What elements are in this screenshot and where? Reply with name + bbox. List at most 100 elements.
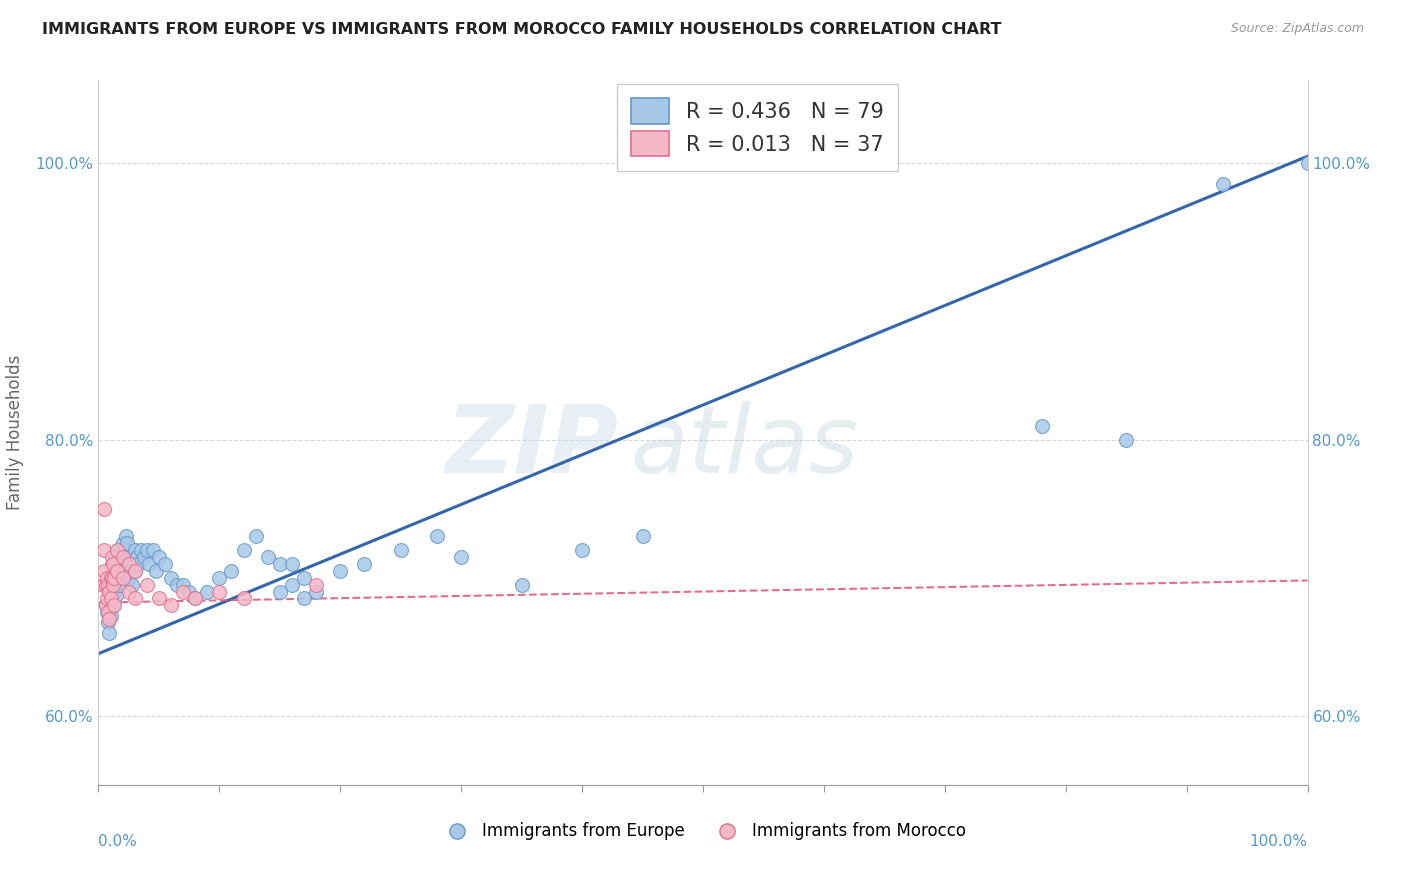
Point: [103, 584, 125, 599]
Point: [142, 543, 165, 558]
Point: [96, 591, 118, 606]
Point: [1296, 156, 1319, 170]
Point: [124, 564, 146, 578]
Point: [195, 584, 218, 599]
Point: [153, 557, 176, 571]
Point: [221, 564, 243, 578]
Point: [91, 577, 114, 591]
Point: [135, 577, 157, 591]
Point: [93, 577, 115, 591]
Point: [127, 549, 149, 564]
Point: [100, 571, 122, 585]
Point: [208, 571, 231, 585]
Point: [97, 615, 120, 629]
Point: [269, 584, 291, 599]
Point: [107, 564, 129, 578]
Point: [145, 564, 167, 578]
Point: [571, 543, 593, 558]
Point: [172, 577, 194, 591]
Y-axis label: Family Households: Family Households: [7, 355, 24, 510]
Point: [100, 591, 122, 606]
Point: [166, 577, 188, 591]
Point: [111, 536, 134, 550]
Point: [934, 874, 956, 888]
Point: [1031, 418, 1053, 433]
Point: [120, 564, 142, 578]
Text: 0.0%: 0.0%: [98, 834, 138, 849]
Point: [232, 543, 254, 558]
Point: [160, 571, 183, 585]
Point: [115, 529, 138, 543]
Point: [97, 605, 120, 619]
Point: [329, 564, 352, 578]
Point: [134, 549, 156, 564]
Point: [103, 571, 125, 585]
Point: [110, 557, 132, 571]
Point: [172, 584, 194, 599]
Point: [117, 536, 139, 550]
Point: [118, 557, 141, 571]
Point: [124, 591, 146, 606]
Point: [135, 543, 157, 558]
Point: [121, 577, 143, 591]
Point: [353, 557, 375, 571]
Point: [631, 529, 654, 543]
Point: [184, 591, 207, 606]
Point: [105, 587, 128, 601]
Point: [111, 554, 134, 568]
Point: [118, 557, 141, 571]
Point: [101, 577, 124, 591]
Point: [104, 549, 127, 564]
Point: [93, 564, 115, 578]
Point: [103, 599, 125, 613]
Point: [426, 529, 449, 543]
Point: [148, 549, 170, 564]
Point: [292, 591, 315, 606]
Point: [101, 599, 124, 613]
Point: [389, 543, 412, 558]
Point: [105, 571, 128, 585]
Point: [305, 577, 328, 591]
Text: 100.0%: 100.0%: [1250, 834, 1308, 849]
Point: [108, 549, 131, 564]
Point: [112, 564, 135, 578]
Point: [148, 591, 170, 606]
Point: [98, 584, 121, 599]
Point: [124, 543, 146, 558]
Point: [93, 543, 115, 558]
Point: [96, 605, 118, 619]
Point: [93, 501, 115, 516]
Point: [118, 571, 141, 585]
Point: [100, 591, 122, 606]
Point: [111, 571, 134, 585]
Point: [129, 543, 152, 558]
Point: [100, 571, 122, 585]
Text: IMMIGRANTS FROM EUROPE VS IMMIGRANTS FROM MOROCCO FAMILY HOUSEHOLDS CORRELATION : IMMIGRANTS FROM EUROPE VS IMMIGRANTS FRO…: [42, 22, 1001, 37]
Point: [160, 599, 183, 613]
Point: [100, 571, 122, 585]
Point: [118, 549, 141, 564]
Point: [105, 543, 128, 558]
Point: [450, 549, 472, 564]
Point: [101, 557, 124, 571]
Text: ZIP: ZIP: [446, 401, 619, 492]
Point: [281, 557, 304, 571]
Point: [179, 584, 201, 599]
Point: [232, 591, 254, 606]
Point: [107, 543, 129, 558]
Point: [184, 591, 207, 606]
Point: [108, 571, 131, 585]
Point: [281, 577, 304, 591]
Point: [105, 564, 128, 578]
Text: Source: ZipAtlas.com: Source: ZipAtlas.com: [1230, 22, 1364, 36]
Point: [305, 584, 328, 599]
Point: [100, 549, 122, 564]
Point: [1115, 433, 1137, 447]
Point: [292, 571, 315, 585]
Point: [94, 599, 117, 613]
Point: [98, 626, 121, 640]
Point: [118, 584, 141, 599]
Point: [124, 564, 146, 578]
Point: [111, 549, 134, 564]
Point: [138, 557, 160, 571]
